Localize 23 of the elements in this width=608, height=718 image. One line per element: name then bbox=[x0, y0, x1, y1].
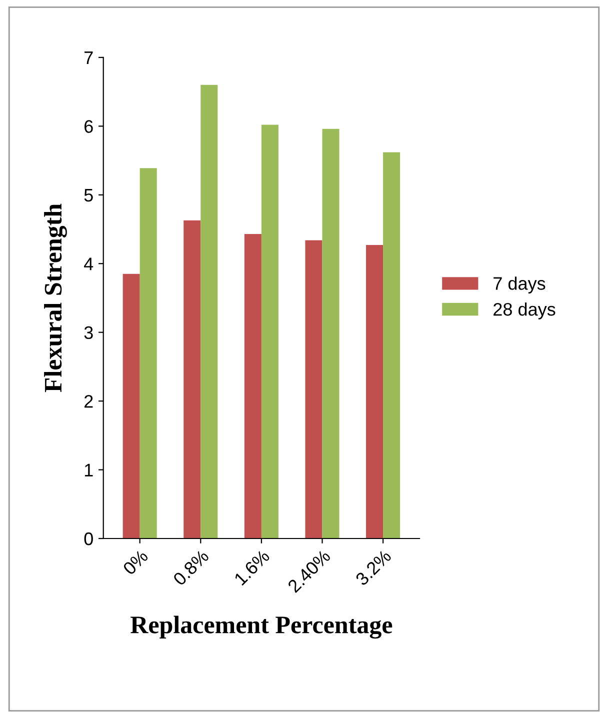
y-tick-label: 5 bbox=[84, 189, 93, 202]
bar bbox=[184, 220, 201, 538]
y-tick-label: 2 bbox=[84, 394, 93, 408]
bar bbox=[122, 274, 140, 538]
y-axis-title: Flexural Strength bbox=[44, 204, 67, 392]
y-tick-label: 0 bbox=[84, 532, 93, 546]
bar bbox=[366, 245, 384, 538]
bar bbox=[305, 240, 322, 538]
bar bbox=[322, 128, 340, 538]
bar bbox=[140, 168, 157, 538]
y-tick-label: 3 bbox=[84, 326, 93, 340]
x-axis-title: Replacement Percentage bbox=[130, 616, 392, 639]
bar bbox=[261, 124, 278, 538]
y-tick-label: 1 bbox=[84, 464, 93, 476]
legend-label: 7 days bbox=[494, 276, 546, 294]
bar bbox=[244, 234, 262, 538]
y-tick-label: 6 bbox=[84, 120, 93, 133]
bar bbox=[383, 152, 400, 538]
x-tick-label: 0% bbox=[122, 549, 149, 576]
bar bbox=[200, 84, 218, 538]
legend-label: 28 days bbox=[494, 302, 556, 320]
y-tick-label: 7 bbox=[84, 52, 93, 64]
y-tick-label: 4 bbox=[84, 258, 94, 270]
